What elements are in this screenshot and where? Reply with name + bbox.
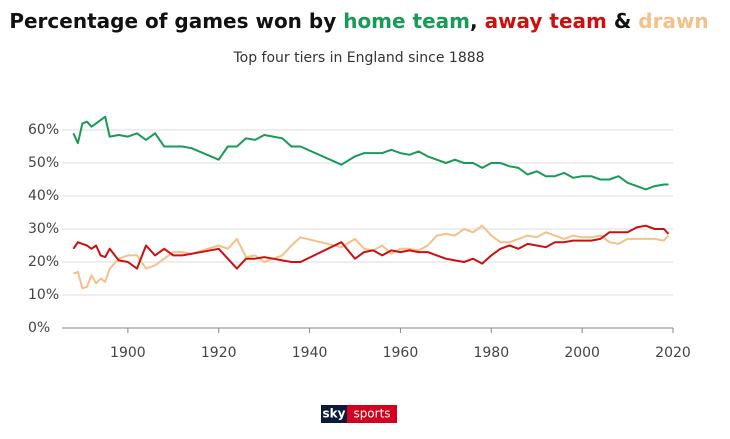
series-line: [72, 115, 669, 191]
x-tick-label: 1920: [201, 345, 237, 361]
y-tick-label: 0%: [28, 320, 50, 336]
x-tick-label: 1980: [473, 345, 509, 361]
title-part: away team: [485, 9, 607, 33]
series-line: [73, 224, 670, 290]
chart-title: Percentage of games won by home team, aw…: [9, 9, 708, 33]
x-tick-label: 2020: [655, 345, 691, 361]
x-tick-label: 2000: [564, 345, 600, 361]
logo-sports: sports: [353, 407, 390, 421]
title-part: ,: [470, 9, 485, 33]
x-tick-label: 1960: [383, 345, 419, 361]
title-part: Percentage of games won by: [9, 9, 343, 33]
x-tick-label: 1940: [292, 345, 328, 361]
y-tick-label: 60%: [28, 122, 59, 138]
y-tick-label: 30%: [28, 221, 59, 237]
y-tick-label: 40%: [28, 188, 59, 204]
logo-accent: [347, 405, 397, 423]
title-part: drawn: [638, 9, 708, 33]
y-tick-label: 50%: [28, 155, 59, 171]
x-tick-label: 1900: [110, 345, 146, 361]
logo: sky sports: [321, 405, 397, 423]
title-part: home team: [343, 9, 470, 33]
y-tick-label: 20%: [28, 254, 59, 270]
logo-sky: sky: [323, 407, 346, 421]
chart-subtitle: Top four tiers in England since 1888: [232, 50, 484, 66]
series-line: [72, 224, 670, 270]
title-part: &: [607, 9, 638, 33]
y-tick-label: 10%: [28, 287, 59, 303]
